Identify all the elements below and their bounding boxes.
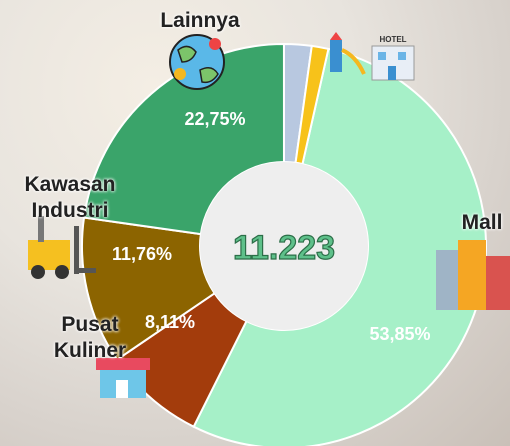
svg-text:HOTEL: HOTEL <box>379 35 406 44</box>
value-label: 8,11% <box>145 312 195 332</box>
center-total: 11.223 <box>233 229 335 267</box>
value-label: 53,85% <box>369 324 430 344</box>
store-icon <box>96 358 150 398</box>
category-label: Kawasan Industri <box>0 172 140 224</box>
page: 11.223 53,85% 8,11% 11,76% 22,75% HOTEL Mal… <box>0 0 510 446</box>
hotel-icon: HOTEL <box>372 35 414 80</box>
value-label: 22,75% <box>184 109 245 129</box>
value-label: 11,76% <box>112 244 172 264</box>
globe-icon <box>170 35 224 89</box>
category-label: Lainnya <box>145 8 255 34</box>
building-icon <box>436 240 510 310</box>
category-label: Pusat Kuliner <box>30 312 150 364</box>
category-label: Mall <box>452 210 510 236</box>
